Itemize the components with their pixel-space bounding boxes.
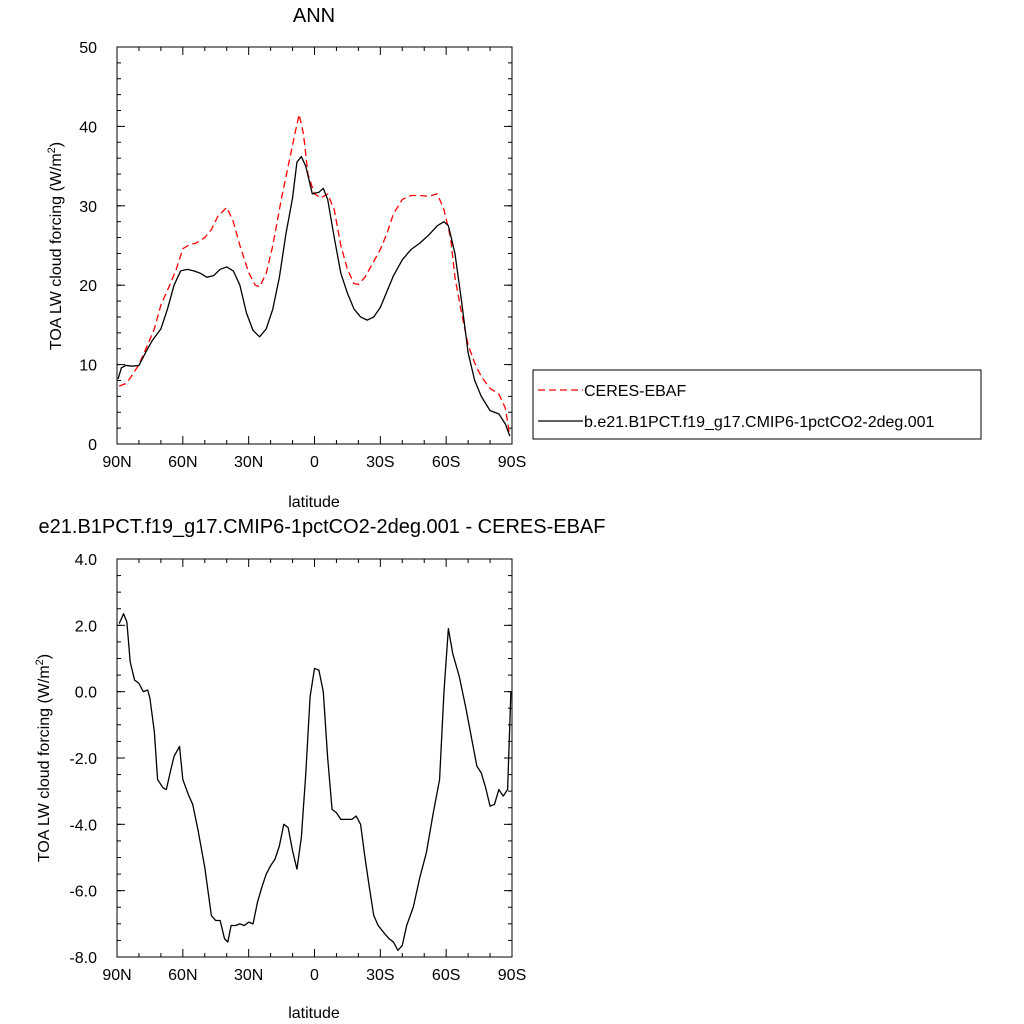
top-x-tick-label: 30S <box>366 454 394 471</box>
top-panel: ANN 90N 60N 30N 0 30S 60S 90S 0 10 20 30 40 50 latit… <box>46 5 982 511</box>
top-y-axis-label-main: TOA LW cloud forcing (W/m <box>48 153 65 350</box>
top-x-tick-label: 60S <box>432 454 460 471</box>
bottom-series-line-0 <box>118 613 512 952</box>
top-y-axis-label-sup: 2 <box>46 147 58 153</box>
bottom-x-tick-label: 60S <box>432 967 460 984</box>
bottom-y-tick-label: -8.0 <box>69 950 97 967</box>
bottom-x-tick-label: 90N <box>102 967 131 984</box>
bottom-y-axis-label: TOA LW cloud forcing (W/m2) <box>34 654 53 862</box>
top-y-axis-label: TOA LW cloud forcing (W/m2) <box>46 142 65 350</box>
top-series-group <box>117 113 511 437</box>
legend-box <box>532 369 982 440</box>
bottom-y-tick-label: -6.0 <box>69 884 97 901</box>
bottom-x-tick-label: 0 <box>310 967 319 984</box>
bottom-y-tick-label: 0.0 <box>75 685 97 702</box>
bottom-y-tick-label: -2.0 <box>69 751 97 768</box>
bottom-y-tick-label: -4.0 <box>69 817 97 834</box>
bottom-x-tick-label: 30N <box>234 967 263 984</box>
top-y-tick-label: 30 <box>79 199 97 216</box>
top-y-axis-label-close: ) <box>48 142 65 147</box>
bottom-chart-title: e21.B1PCT.f19_g17.CMIP6-1pctCO2-2deg.001… <box>39 516 606 538</box>
bottom-y-axis-label-main: TOA LW cloud forcing (W/m <box>36 665 53 862</box>
bottom-series-group <box>118 613 512 952</box>
bottom-y-axis-label-close: ) <box>36 654 53 659</box>
bottom-y-tick-label: 2.0 <box>75 618 97 635</box>
top-x-tick-label: 90S <box>498 454 526 471</box>
bottom-y-tick-label: 4.0 <box>75 552 97 569</box>
top-x-tick-label: 60N <box>168 454 197 471</box>
legend-label-ceres: CERES-EBAF <box>584 383 686 400</box>
legend-label-model: b.e21.B1PCT.f19_g17.CMIP6-1pctCO2-2deg.0… <box>584 414 935 431</box>
bottom-x-axis-label: latitude <box>288 1005 340 1022</box>
bottom-x-tick-label: 60N <box>168 967 197 984</box>
bottom-y-axis-label-sup: 2 <box>34 659 46 665</box>
top-series-line-1 <box>117 155 511 437</box>
legend: CERES-EBAF b.e21.B1PCT.f19_g17.CMIP6-1pc… <box>532 369 982 440</box>
top-x-tick-label: 30N <box>234 454 263 471</box>
top-y-tick-label: 0 <box>88 437 97 454</box>
bottom-x-tick-label: 90S <box>498 967 526 984</box>
top-y-tick-label: 20 <box>79 278 97 295</box>
top-x-tick-label: 0 <box>310 454 319 471</box>
top-series-line-0 <box>118 113 511 437</box>
top-chart-title: ANN <box>293 5 335 27</box>
top-ticks: 90N 60N 30N 0 30S 60S 90S 0 10 20 30 40 50 <box>79 40 526 471</box>
top-y-tick-label: 40 <box>79 119 97 136</box>
top-x-tick-label: 90N <box>102 454 131 471</box>
bottom-ticks: 90N 60N 30N 0 30S 60S 90S -8.0 -6.0 -4.0 -2.0 0.0 2.… <box>69 552 526 984</box>
bottom-x-tick-label: 30S <box>366 967 394 984</box>
top-y-tick-label: 50 <box>79 40 97 57</box>
bottom-panel: e21.B1PCT.f19_g17.CMIP6-1pctCO2-2deg.001… <box>34 516 605 1022</box>
bottom-plot-frame <box>116 558 513 958</box>
top-y-tick-label: 10 <box>79 358 97 375</box>
top-x-axis-label: latitude <box>288 494 340 511</box>
